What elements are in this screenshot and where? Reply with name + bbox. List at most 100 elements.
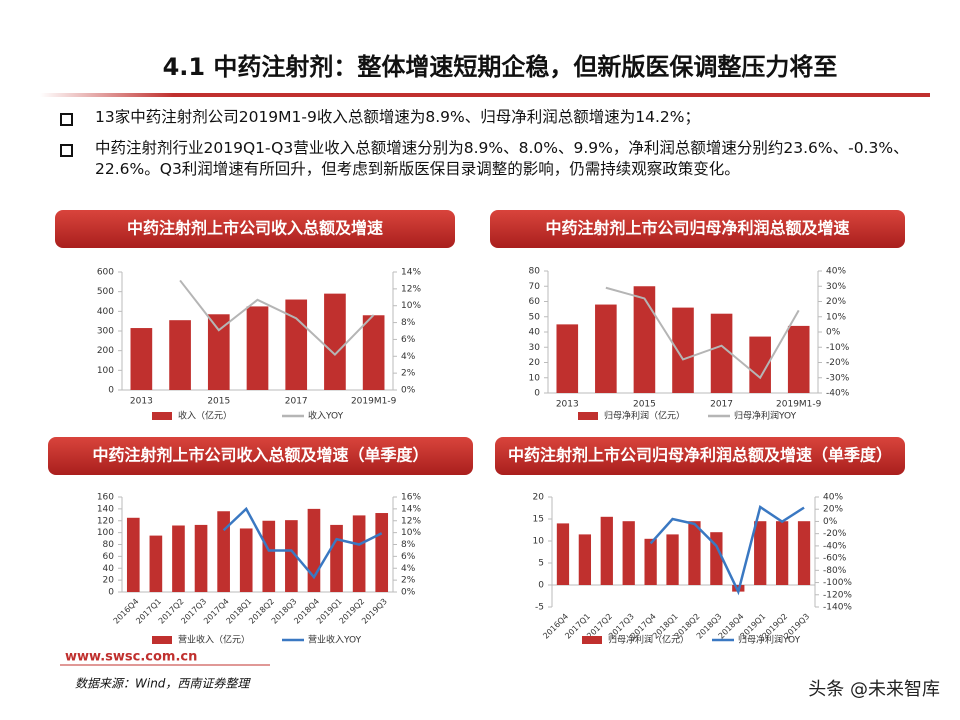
y2-tick-label: -120% <box>823 590 852 600</box>
y2-tick-label: 16% <box>401 493 421 503</box>
y2-tick-label: -80% <box>823 566 847 576</box>
y2-tick-label: -20% <box>823 529 847 539</box>
legend-label: 归母净利润（亿元） <box>604 410 685 422</box>
y2-tick-label: 0% <box>401 588 416 598</box>
bar <box>207 314 230 390</box>
bar <box>633 286 656 393</box>
x-tick-label: 2019Q3 <box>360 597 389 626</box>
bar <box>578 534 592 585</box>
y-tick-label: 10 <box>533 537 545 547</box>
bar <box>600 516 613 585</box>
slide-title: 4.1 中药注射剂：整体增速短期企稳，但新版医保调整压力将至 <box>163 53 838 81</box>
y-tick-label: 0 <box>108 386 114 396</box>
y-tick-label: 20 <box>103 576 115 586</box>
y-tick-label: -5 <box>535 603 544 613</box>
y-tick-label: 20 <box>533 493 545 503</box>
line <box>179 279 375 356</box>
bar <box>775 521 789 585</box>
bar <box>262 520 276 592</box>
bullet: 13家中药注射剂公司2019M1-9收入总额增速为8.9%、归母净利润总额增速为… <box>95 108 700 126</box>
bar <box>644 538 657 585</box>
bar <box>149 535 163 592</box>
legend-swatch <box>152 636 172 644</box>
bar <box>797 521 811 585</box>
legend-label: 归母净利润YOY <box>734 410 797 422</box>
y2-tick-label: -20% <box>826 358 850 368</box>
y2-tick-label: 4% <box>401 352 416 362</box>
legend-label: 营业收入YOY <box>308 634 362 646</box>
x-tick-label: 2015 <box>207 397 230 407</box>
y-tick-label: 400 <box>97 307 114 317</box>
x-tick-label: 2013 <box>130 397 153 407</box>
y2-tick-label: 2% <box>401 576 416 586</box>
y-tick-label: 60 <box>103 552 115 562</box>
line <box>605 286 800 380</box>
y2-tick-label: -60% <box>823 554 847 564</box>
bullet-icon <box>60 144 73 157</box>
y-tick-label: 100 <box>97 528 114 538</box>
y2-tick-label: -30% <box>826 373 850 383</box>
bar <box>246 306 269 390</box>
bar <box>239 528 253 592</box>
legend-label: 归母净利润（亿元） <box>608 634 689 646</box>
bar <box>217 511 230 592</box>
bar <box>352 515 366 592</box>
watermark: 头条 @未来智库 <box>808 679 940 700</box>
y2-tick-label: 10% <box>826 312 846 322</box>
y2-tick-label: 0% <box>401 386 416 396</box>
y2-tick-label: 6% <box>401 552 416 562</box>
bar <box>787 325 810 393</box>
y-tick-label: 30 <box>529 343 541 353</box>
y2-tick-label: 12% <box>401 516 421 526</box>
y2-tick-label: 10% <box>401 528 421 538</box>
bar <box>362 315 385 390</box>
bar <box>595 304 617 393</box>
y-tick-label: 40 <box>529 328 541 338</box>
bar <box>710 313 733 393</box>
y2-tick-label: -40% <box>826 389 850 399</box>
y2-tick-label: 10% <box>401 301 421 311</box>
y-tick-label: 0 <box>538 581 544 591</box>
bar <box>710 532 723 585</box>
y2-tick-label: -100% <box>823 578 852 588</box>
y2-tick-label: 8% <box>401 318 416 328</box>
bar <box>622 521 635 585</box>
bar <box>749 336 771 393</box>
footer-url: www.swsc.com.cn <box>65 650 197 665</box>
chart-banner <box>490 210 905 248</box>
y2-tick-label: 30% <box>826 282 846 292</box>
y2-tick-label: 0% <box>823 517 838 527</box>
y2-tick-label: 12% <box>401 284 421 294</box>
y2-tick-label: 0% <box>826 328 841 338</box>
line <box>649 505 805 596</box>
bar <box>169 320 191 390</box>
legend-swatch <box>152 412 172 420</box>
y-tick-label: 70 <box>529 282 541 292</box>
bar <box>556 324 579 393</box>
bar <box>130 328 153 390</box>
bar <box>285 299 308 390</box>
bullet: 中药注射剂行业2019Q1-Q3营业收入总额增速分别为8.9%、8.0%、9.9… <box>95 139 909 178</box>
bullet-icon <box>60 113 73 126</box>
legend-swatch <box>578 412 598 420</box>
bar <box>556 523 570 585</box>
y2-tick-label: -140% <box>823 603 852 613</box>
bar <box>324 293 346 390</box>
y-tick-label: 0 <box>108 588 114 598</box>
y2-tick-label: 4% <box>401 564 416 574</box>
bar <box>666 534 679 585</box>
y2-tick-label: 14% <box>401 268 421 278</box>
y-tick-label: 0 <box>534 389 540 399</box>
x-tick-label: 2017 <box>710 400 733 410</box>
bar <box>672 307 694 393</box>
x-tick-label: 2013 <box>556 400 579 410</box>
legend-label: 归母净利润YOY <box>738 634 801 646</box>
legend-swatch <box>582 636 602 644</box>
bar <box>172 525 185 592</box>
y2-tick-label: 14% <box>401 504 421 514</box>
y-tick-label: 300 <box>97 327 114 337</box>
y-tick-label: 120 <box>97 516 114 526</box>
y-tick-label: 500 <box>97 287 114 297</box>
title-rule <box>40 93 930 97</box>
